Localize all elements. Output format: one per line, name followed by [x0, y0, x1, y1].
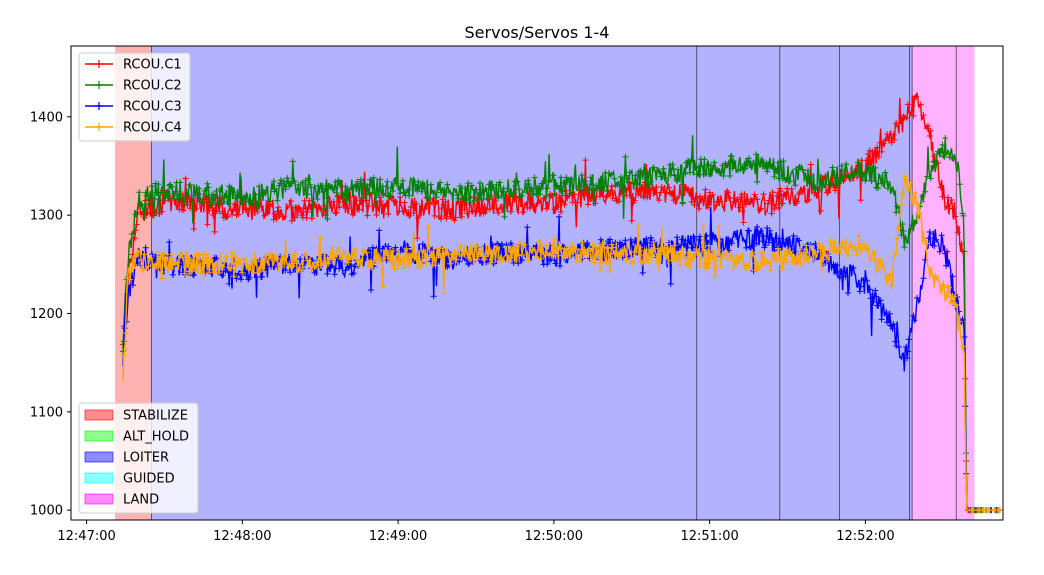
- legend-item-rcou-c1: RCOU.C1: [85, 58, 182, 73]
- x-axis: 12:47:00 12:48:00 12:49:00 12:50:00 12:51:00…: [57, 520, 895, 544]
- legend-swatch-patch: [84, 409, 114, 421]
- x-tick-label: 12:49:00: [369, 529, 427, 544]
- series-lines: [119, 92, 1003, 514]
- series-rcou-c4: [120, 173, 1003, 514]
- legend-item-rcou-c2: RCOU.C2: [85, 79, 182, 94]
- mode-spans: [115, 46, 975, 520]
- series-markers-rcou-c4: [120, 173, 1003, 514]
- chart-title: Servos/Servos 1-4: [465, 23, 610, 42]
- legend-swatch-patch: [84, 430, 114, 442]
- legend-swatch-patch: [84, 493, 114, 505]
- series-legend: RCOU.C1 RCOU.C2 RCOU.C3 RCOU.C4: [78, 52, 191, 142]
- legend-label: RCOU.C2: [123, 79, 182, 94]
- legend-label: RCOU.C3: [123, 100, 182, 115]
- legend-item-land: LAND: [84, 493, 159, 508]
- legend-label: LAND: [123, 493, 159, 508]
- y-tick-label: 1100: [30, 405, 63, 420]
- legend-label: GUIDED: [123, 472, 175, 487]
- legend-label: ALT_HOLD: [123, 430, 189, 445]
- x-tick-label: 12:47:00: [57, 529, 115, 544]
- legend-item-rcou-c4: RCOU.C4: [85, 121, 182, 136]
- y-tick-label: 1200: [30, 307, 63, 322]
- y-tick-label: 1400: [30, 110, 63, 125]
- legend-label: RCOU.C4: [123, 121, 182, 136]
- legend-item-guided: GUIDED: [84, 472, 175, 487]
- legend-swatch-marker: [95, 102, 103, 110]
- legend-label: RCOU.C1: [123, 58, 182, 73]
- legend-item-rcou-c3: RCOU.C3: [85, 100, 182, 115]
- x-tick-label: 12:48:00: [213, 529, 271, 544]
- legend-swatch-marker: [95, 81, 103, 89]
- legend-label: LOITER: [123, 451, 169, 466]
- series-line-rcou-c1: [122, 92, 1000, 511]
- x-tick-label: 12:50:00: [525, 529, 583, 544]
- legend-swatch-patch: [84, 451, 114, 463]
- y-axis: 1000 1100 1200 1300 1400: [30, 110, 71, 519]
- legend-item-alt-hold: ALT_HOLD: [84, 430, 189, 445]
- legend-label: STABILIZE: [123, 409, 188, 424]
- x-tick-label: 12:51:00: [680, 529, 738, 544]
- mode-span-loiter: [151, 46, 913, 520]
- legend-swatch-marker: [95, 123, 103, 131]
- y-tick-label: 1000: [30, 504, 63, 519]
- y-tick-label: 1300: [30, 209, 63, 224]
- legend-swatch-marker: [95, 60, 103, 68]
- x-tick-label: 12:52:00: [836, 529, 894, 544]
- plot-frame: [70, 45, 1004, 521]
- legend-item-stabilize: STABILIZE: [84, 409, 188, 424]
- series-legend-box: [78, 52, 191, 142]
- legend-swatch-patch: [84, 472, 114, 484]
- legend-item-loiter: LOITER: [84, 451, 169, 466]
- modes-legend: STABILIZE ALT_HOLD LOITER GUIDED LAND: [78, 402, 199, 514]
